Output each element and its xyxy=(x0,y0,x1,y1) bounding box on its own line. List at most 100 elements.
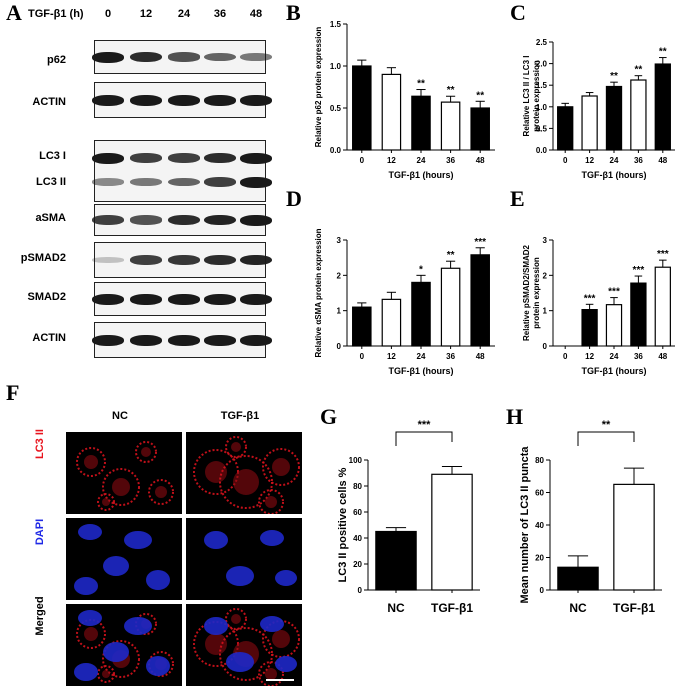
x-tick-label: 24 xyxy=(417,352,426,361)
blot-band xyxy=(204,334,236,346)
if-column-tgf: TGF-β1 xyxy=(220,410,260,422)
nucleus xyxy=(78,610,102,626)
blot-band xyxy=(130,153,162,163)
lc3-puncta-core xyxy=(265,496,277,508)
lc3-puncta-core xyxy=(102,498,110,506)
nucleus xyxy=(103,556,129,576)
if-row-label-dapi: DAPI xyxy=(34,518,46,546)
x-tick-label: TGF-β1 xyxy=(431,601,473,615)
y-tick-label: 2.0 xyxy=(536,60,548,69)
significance-mark: ** xyxy=(447,85,455,96)
lc3-puncta-cluster xyxy=(102,468,140,506)
y-tick-label: 3 xyxy=(337,236,342,245)
significance-mark: *** xyxy=(633,265,645,276)
chart-h-lc3-puncta: 0 20 40 60 80 Mean number of LC3 II puncta NC T… xyxy=(519,419,662,615)
lc3-puncta-cluster xyxy=(225,436,247,458)
blot-band xyxy=(240,53,272,61)
if-image-tile xyxy=(66,518,182,600)
nucleus xyxy=(146,656,170,676)
lc3-puncta-core xyxy=(272,630,290,648)
y-axis-label: protein expression xyxy=(532,60,541,132)
lc3-puncta-core xyxy=(84,455,98,469)
blot-band xyxy=(204,94,236,106)
bar xyxy=(605,304,623,347)
y-tick-label: 1.5 xyxy=(330,20,342,29)
panel-letter-g: G xyxy=(320,404,338,429)
y-tick-label: 80 xyxy=(535,456,544,465)
significance-bracket-label: *** xyxy=(418,419,432,431)
y-tick-label: 2 xyxy=(543,271,548,280)
nucleus xyxy=(260,530,284,546)
lc3-puncta-cluster xyxy=(262,448,300,486)
bar xyxy=(411,95,431,151)
y-axis-label: Relative pSMAD2/SMAD2 xyxy=(522,244,531,341)
bar xyxy=(581,95,598,151)
nucleus xyxy=(275,656,297,672)
x-tick-label: 24 xyxy=(610,352,619,361)
blot-band xyxy=(168,94,200,106)
x-tick-label: NC xyxy=(569,601,587,615)
nucleus xyxy=(260,616,284,632)
lc3-puncta-cluster xyxy=(135,613,157,635)
y-tick-label: 1.0 xyxy=(330,62,342,71)
y-tick-label: 2.5 xyxy=(536,38,548,47)
y-tick-label: 1.0 xyxy=(536,103,548,112)
lc3-puncta-cluster xyxy=(258,489,284,514)
y-tick-label: 60 xyxy=(353,508,362,517)
panel-letter-b: B xyxy=(286,0,301,25)
blot-band xyxy=(240,152,272,164)
y-tick-label: 0 xyxy=(337,342,342,351)
lc3-puncta-core xyxy=(155,486,167,498)
bar xyxy=(440,101,461,151)
significance-mark: ** xyxy=(659,47,667,58)
blot-timepoint: 12 xyxy=(139,8,153,20)
blot-timepoint: 0 xyxy=(104,8,112,20)
lc3-puncta-core xyxy=(272,458,290,476)
significance-mark: *** xyxy=(657,249,669,260)
blot-band xyxy=(240,94,272,106)
blot-label-lc3-i: LC3 I xyxy=(39,150,66,162)
y-tick-label: 20 xyxy=(353,560,362,569)
y-tick-label: 0.0 xyxy=(330,146,342,155)
chart-b-p62: 0.0 0.5 1.0 1.5 Relative p62 protein express… xyxy=(314,20,495,180)
blot-band xyxy=(92,178,124,186)
y-axis-label: Relative p62 protein expression xyxy=(314,27,323,148)
y-tick-label: 1.5 xyxy=(536,81,548,90)
nucleus xyxy=(78,524,102,540)
blot-label-p62: p62 xyxy=(47,54,66,66)
y-tick-label: 1 xyxy=(337,307,342,316)
bar xyxy=(630,79,647,151)
panel-letter-e: E xyxy=(510,186,525,211)
significance-mark: *** xyxy=(474,237,486,248)
if-image-tile xyxy=(186,604,302,686)
blot-label-actin: ACTIN xyxy=(32,96,66,108)
bar xyxy=(431,473,473,591)
significance-mark: ** xyxy=(447,250,455,261)
bar xyxy=(581,309,598,347)
y-axis-label: Relative LC3 II / LC3 I xyxy=(522,56,531,137)
x-tick-label: 48 xyxy=(476,156,485,165)
blot-band xyxy=(168,293,200,305)
x-axis-label: TGF-β1 (hours) xyxy=(582,366,647,376)
x-tick-label: 48 xyxy=(476,352,485,361)
lc3-puncta-core xyxy=(102,670,110,678)
x-tick-label: 36 xyxy=(634,156,643,165)
blot-label-lc3-ii: LC3 II xyxy=(36,176,66,188)
bar xyxy=(654,266,671,347)
blot-band xyxy=(92,293,124,305)
x-axis-label: TGF-β1 (hours) xyxy=(389,170,454,180)
bar xyxy=(470,254,490,347)
significance-mark: * xyxy=(419,264,423,275)
y-tick-label: 0.0 xyxy=(536,146,548,155)
y-tick-label: 0 xyxy=(543,342,548,351)
x-tick-label: 48 xyxy=(658,352,667,361)
blot-timepoint: 24 xyxy=(177,8,191,20)
bar xyxy=(381,298,402,347)
bar xyxy=(557,106,574,151)
y-tick-label: 60 xyxy=(535,489,544,498)
y-tick-label: 40 xyxy=(535,521,544,530)
nucleus xyxy=(204,617,228,635)
lc3-puncta-core xyxy=(233,469,259,495)
x-tick-label: 48 xyxy=(658,156,667,165)
